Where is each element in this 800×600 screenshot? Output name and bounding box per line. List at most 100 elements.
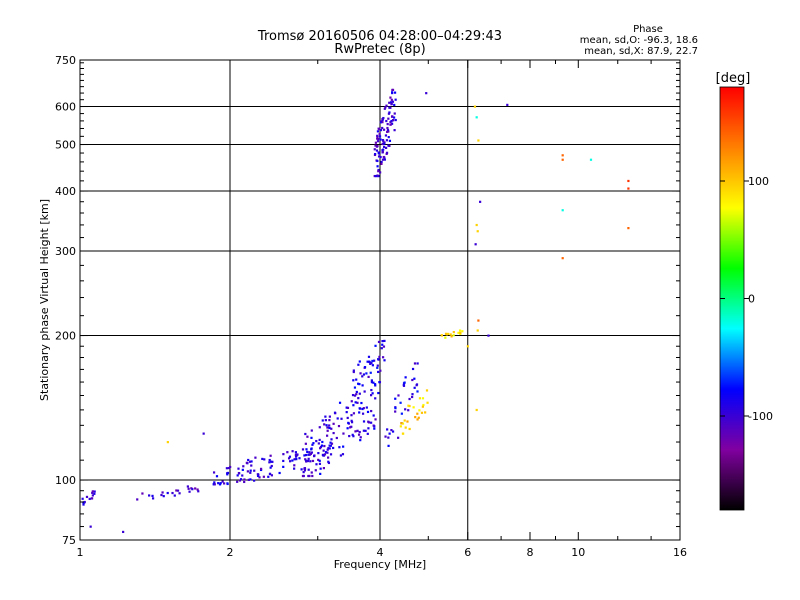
- data-point: [384, 435, 387, 438]
- data-point: [326, 429, 329, 432]
- data-point: [173, 494, 176, 497]
- data-point: [381, 356, 385, 359]
- data-point: [425, 92, 428, 95]
- data-point: [447, 332, 450, 336]
- data-point: [475, 223, 478, 227]
- data-point: [401, 422, 405, 425]
- data-point: [381, 149, 384, 152]
- data-point: [303, 469, 307, 472]
- grid-lines: [80, 60, 680, 540]
- data-point: [305, 460, 308, 463]
- data-point: [376, 144, 379, 148]
- data-point: [383, 107, 386, 110]
- data-point: [358, 407, 361, 410]
- data-point: [385, 104, 388, 107]
- data-point: [404, 376, 407, 379]
- data-point: [377, 152, 381, 155]
- data-point: [250, 464, 253, 467]
- data-point: [391, 88, 395, 92]
- data-point: [352, 435, 355, 438]
- data-point: [325, 434, 329, 437]
- data-point: [359, 439, 362, 442]
- data-point: [322, 454, 326, 457]
- data-point: [452, 330, 455, 334]
- data-point: [350, 421, 354, 424]
- data-point: [385, 146, 388, 150]
- data-point: [382, 145, 386, 148]
- data-point: [270, 464, 273, 468]
- data-point: [376, 159, 379, 163]
- data-point: [225, 467, 228, 470]
- data-point: [238, 479, 242, 482]
- data-point: [382, 128, 386, 131]
- data-point: [386, 428, 389, 431]
- data-point: [355, 390, 358, 394]
- data-point: [338, 401, 342, 404]
- data-point: [367, 355, 371, 358]
- data-point: [307, 468, 310, 471]
- data-point: [241, 468, 244, 471]
- data-point: [401, 432, 405, 435]
- data-point: [374, 344, 377, 347]
- data-point: [161, 491, 164, 494]
- data-point: [291, 450, 294, 453]
- data-point: [413, 377, 416, 380]
- data-point: [422, 403, 425, 407]
- data-point: [336, 417, 339, 420]
- data-point: [589, 158, 593, 161]
- data-point: [408, 404, 411, 408]
- data-point: [354, 430, 357, 433]
- data-point: [91, 490, 94, 493]
- data-point: [380, 162, 383, 165]
- data-point: [293, 467, 296, 470]
- data-point: [162, 495, 165, 498]
- data-point: [363, 366, 367, 369]
- data-point: [340, 417, 343, 420]
- data-point: [384, 134, 388, 137]
- data-point: [321, 440, 324, 444]
- data-point: [381, 343, 384, 346]
- data-point: [418, 409, 421, 412]
- data-point: [357, 397, 360, 400]
- data-point: [476, 329, 479, 332]
- data-point: [361, 375, 364, 378]
- data-point: [324, 415, 327, 418]
- data-point: [561, 154, 564, 157]
- data-point: [393, 129, 396, 132]
- data-point: [385, 151, 389, 154]
- data-point: [218, 483, 222, 486]
- data-point: [393, 103, 396, 107]
- data-point: [394, 397, 397, 400]
- colorbar-tick-label: 0: [748, 293, 755, 306]
- data-point: [352, 412, 356, 415]
- data-point: [352, 369, 355, 372]
- colorbar-tick-label: -100: [748, 410, 773, 423]
- data-point: [352, 379, 355, 382]
- data-point: [243, 480, 246, 484]
- data-point: [397, 394, 400, 397]
- data-point: [476, 230, 479, 233]
- data-point: [391, 100, 395, 103]
- data-point: [381, 142, 384, 146]
- data-point: [288, 455, 292, 458]
- data-point: [320, 444, 324, 447]
- data-point: [506, 103, 509, 106]
- data-point: [304, 432, 307, 436]
- data-point: [387, 135, 390, 139]
- data-point: [351, 393, 355, 397]
- data-point: [366, 410, 370, 414]
- data-point: [293, 464, 296, 467]
- data-point: [382, 140, 385, 143]
- data-point: [374, 174, 377, 178]
- data-point: [288, 460, 292, 463]
- data-point: [388, 432, 391, 435]
- data-point: [303, 454, 306, 457]
- data-point: [377, 391, 380, 395]
- y-tick-label: 750: [55, 54, 76, 67]
- data-point: [386, 128, 390, 132]
- data-point: [361, 407, 364, 411]
- data-point: [291, 459, 294, 462]
- data-point: [271, 460, 274, 463]
- data-point: [370, 421, 373, 424]
